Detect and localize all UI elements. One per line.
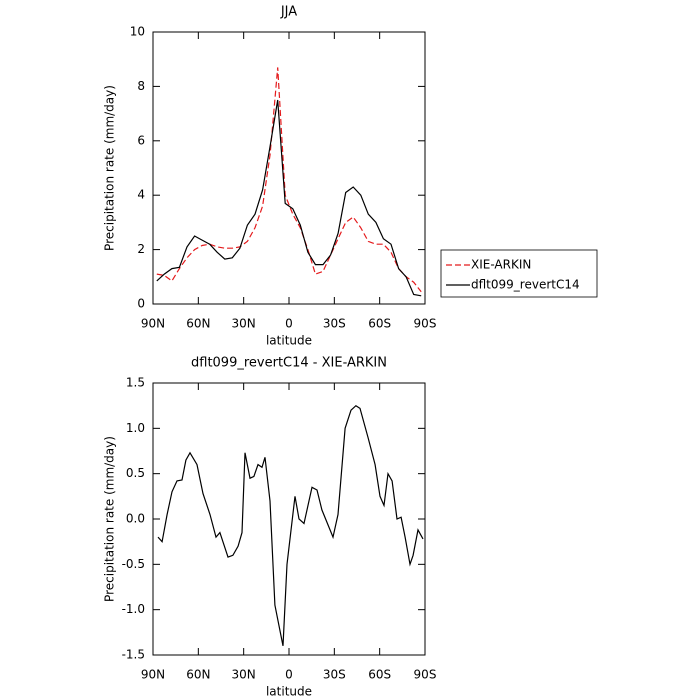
line-series xyxy=(156,67,422,293)
y-tick-label: -0.5 xyxy=(122,557,145,571)
chart-title: JJA xyxy=(280,5,297,20)
y-tick-label: -1.0 xyxy=(122,602,145,616)
line-series xyxy=(157,404,424,647)
x-tick-label: 0 xyxy=(285,668,293,682)
x-tick-label: 0 xyxy=(285,317,293,331)
legend-label: dflt099_revertC14 xyxy=(471,278,580,292)
x-tick-label: 90S xyxy=(414,668,437,682)
y-tick-label: 1.5 xyxy=(126,376,145,390)
y-tick-label: 0 xyxy=(137,297,145,311)
x-tick-label: 90N xyxy=(141,668,165,682)
x-tick-label: 90N xyxy=(141,317,165,331)
y-tick-label: 1.0 xyxy=(126,421,145,435)
x-axis-label: latitude xyxy=(266,685,312,699)
y-tick-label: 6 xyxy=(137,133,145,147)
y-tick-label: -1.5 xyxy=(122,648,145,662)
x-tick-label: 30S xyxy=(323,317,346,331)
chart-title: dflt099_revertC14 - XIE-ARKIN xyxy=(191,356,387,371)
plot-frame xyxy=(152,31,426,305)
plot-frame xyxy=(152,382,426,656)
y-tick-label: 4 xyxy=(137,188,145,202)
line-series xyxy=(156,99,422,297)
y-tick-label: 0.0 xyxy=(126,512,145,526)
legend-label: XIE-ARKIN xyxy=(471,258,531,272)
x-tick-label: 30N xyxy=(232,668,256,682)
x-tick-label: 60S xyxy=(368,317,391,331)
x-axis-label: latitude xyxy=(266,334,312,348)
x-tick-label: 30S xyxy=(323,668,346,682)
x-tick-label: 30N xyxy=(232,317,256,331)
x-tick-label: 60S xyxy=(368,668,391,682)
y-tick-label: 0.5 xyxy=(126,466,145,480)
x-tick-label: 60N xyxy=(186,668,210,682)
y-axis-label: Precipitation rate (mm/day) xyxy=(103,436,117,602)
x-tick-label: 90S xyxy=(414,317,437,331)
y-axis-label: Precipitation rate (mm/day) xyxy=(103,85,117,251)
y-tick-label: 10 xyxy=(130,25,145,39)
x-tick-label: 60N xyxy=(186,317,210,331)
y-tick-label: 8 xyxy=(137,79,145,93)
legend-box xyxy=(440,249,598,298)
y-tick-label: 2 xyxy=(137,242,145,256)
